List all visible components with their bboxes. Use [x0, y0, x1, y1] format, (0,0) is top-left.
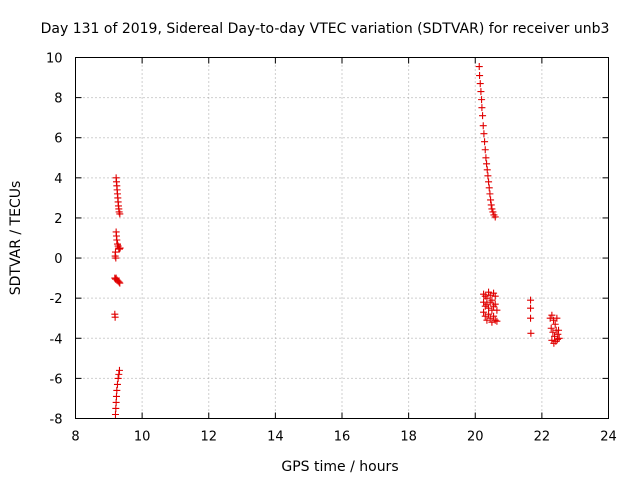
- data-point: [490, 289, 498, 297]
- chart-title: Day 131 of 2019, Sidereal Day-to-day VTE…: [41, 21, 610, 37]
- data-point: [548, 311, 556, 319]
- y-tick-label: -8: [50, 413, 63, 428]
- data-point: [116, 244, 124, 252]
- data-point: [485, 310, 493, 318]
- data-point: [489, 208, 497, 216]
- data-point: [490, 312, 498, 320]
- x-tick-label: 12: [200, 430, 217, 445]
- data-point: [485, 178, 493, 186]
- data-point: [112, 398, 120, 406]
- x-tick-label: 16: [334, 430, 351, 445]
- data-point: [479, 122, 487, 130]
- data-point: [112, 404, 120, 412]
- y-tick-label: -4: [50, 332, 63, 347]
- data-points: [111, 63, 563, 418]
- data-point: [475, 63, 483, 71]
- data-point: [552, 326, 560, 334]
- data-point: [483, 294, 491, 302]
- data-point: [491, 316, 499, 324]
- data-point: [551, 320, 559, 328]
- data-point: [111, 410, 119, 418]
- grid: [75, 57, 609, 419]
- data-point: [487, 201, 495, 209]
- y-tick-label: 2: [54, 212, 62, 227]
- data-point: [478, 96, 486, 104]
- data-point: [480, 130, 488, 138]
- y-axis-label: SDTVAR / TECUs: [8, 181, 24, 296]
- data-point: [493, 306, 501, 314]
- data-point: [476, 80, 484, 88]
- plot-frame: [75, 57, 609, 419]
- data-point: [484, 172, 492, 180]
- data-point: [115, 245, 123, 253]
- data-point: [555, 334, 563, 342]
- data-point: [115, 366, 123, 374]
- data-point: [483, 160, 491, 168]
- data-point: [112, 254, 120, 262]
- y-tick-label: 0: [54, 252, 62, 267]
- x-tick-label: 24: [600, 430, 617, 445]
- x-axis-label: GPS time / hours: [281, 459, 398, 475]
- data-point: [481, 138, 489, 146]
- y-tick-label: 8: [54, 92, 62, 107]
- data-point: [488, 205, 496, 213]
- data-point: [480, 308, 488, 316]
- y-tick-label: 10: [46, 52, 63, 67]
- data-point: [114, 374, 122, 382]
- data-point: [485, 184, 493, 192]
- data-point: [115, 370, 123, 378]
- y-tick-label: 6: [54, 132, 62, 147]
- data-point: [527, 296, 535, 304]
- data-point: [111, 313, 119, 321]
- data-point: [486, 298, 494, 306]
- y-tick-label: -6: [50, 372, 63, 387]
- y-tick-label: 4: [54, 172, 62, 187]
- data-point: [491, 292, 499, 300]
- data-point: [113, 380, 121, 388]
- data-point: [554, 335, 562, 343]
- data-point: [483, 166, 491, 174]
- data-point: [476, 72, 484, 80]
- data-point: [116, 210, 124, 218]
- x-tick-label: 20: [467, 430, 484, 445]
- data-point: [112, 392, 120, 400]
- x-tick-label: 22: [534, 430, 551, 445]
- data-point: [482, 154, 490, 162]
- x-tick-label: 10: [134, 430, 151, 445]
- data-point: [493, 317, 501, 325]
- data-point: [547, 324, 555, 332]
- data-point: [113, 386, 121, 394]
- data-point: [113, 236, 121, 244]
- x-tick-label: 18: [400, 430, 417, 445]
- data-point: [485, 288, 493, 296]
- data-point: [115, 278, 123, 286]
- data-point: [477, 88, 485, 96]
- data-point: [116, 279, 124, 287]
- data-point: [491, 300, 499, 308]
- data-point: [553, 314, 561, 322]
- data-point: [478, 104, 486, 112]
- data-point: [486, 190, 494, 198]
- data-point: [487, 196, 495, 204]
- data-point: [491, 213, 499, 221]
- data-point: [527, 314, 535, 322]
- data-point: [527, 329, 535, 337]
- data-point: [527, 304, 535, 312]
- y-tick-label: -2: [50, 292, 63, 307]
- data-point: [479, 112, 487, 120]
- x-tick-label: 8: [71, 430, 79, 445]
- x-tick-label: 14: [267, 430, 284, 445]
- data-point: [481, 146, 489, 154]
